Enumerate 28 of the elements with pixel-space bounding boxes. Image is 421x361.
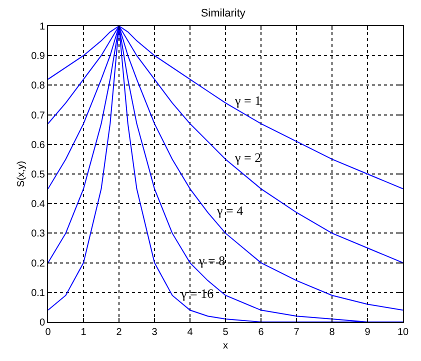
y-tick-label: 0.1: [31, 288, 46, 299]
x-tick-label: 5: [222, 327, 229, 338]
y-axis-title: S(x,y): [16, 160, 28, 188]
x-tick-label: 6: [258, 327, 264, 338]
y-tick-label: 0.5: [31, 170, 46, 180]
x-tick-label: 4: [187, 327, 194, 338]
x-tick-label: 9: [364, 327, 371, 338]
y-tick-label: 1: [39, 22, 46, 32]
y-tick-label: 0.8: [31, 80, 46, 92]
annotation: γ = 8: [198, 253, 226, 268]
chart-title: Similarity: [200, 8, 246, 20]
annotation: γ = 2: [234, 150, 262, 165]
y-tick-label: 0.3: [31, 228, 46, 240]
y-tick-label: 0: [39, 318, 46, 328]
annotation: γ = 1: [234, 93, 262, 108]
x-tick-label: 2: [116, 327, 122, 338]
y-tick-label: 0.4: [31, 199, 46, 210]
x-tick-label: 3: [152, 327, 158, 338]
annotation: γ = 4: [216, 203, 244, 218]
x-axis-title: x: [223, 340, 228, 352]
x-tick-label: 1: [80, 327, 87, 338]
y-tick-label: 0.9: [31, 51, 46, 62]
y-tick-label: 0.6: [31, 140, 46, 151]
y-tick-label: 0.2: [31, 258, 46, 270]
x-tick-label: 8: [329, 327, 336, 338]
y-tick-label: 0.7: [31, 110, 46, 122]
x-tick-label: 7: [294, 327, 300, 338]
x-tick-label: 10: [397, 327, 409, 338]
